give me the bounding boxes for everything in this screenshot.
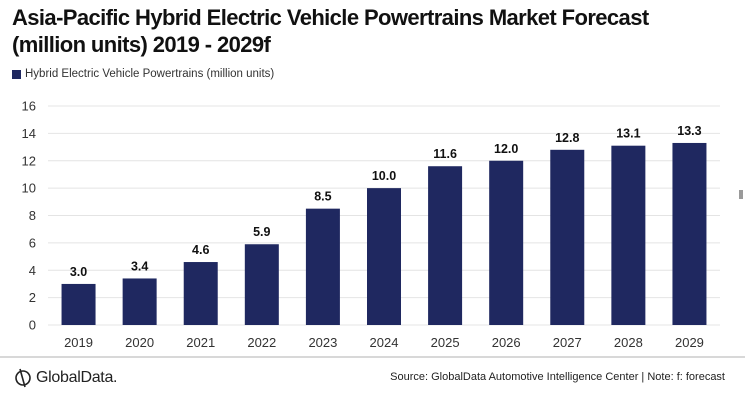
y-tick-label: 2 — [29, 290, 36, 305]
x-tick-label-2025: 2025 — [431, 335, 460, 350]
data-label-2019: 3.0 — [70, 265, 87, 279]
chart-title-line-1: Asia-Pacific Hybrid Electric Vehicle Pow… — [12, 5, 649, 30]
globaldata-logo-icon — [15, 368, 31, 388]
y-tick-label: 14 — [22, 126, 36, 141]
legend-label: Hybrid Electric Vehicle Powertrains (mil… — [25, 68, 275, 80]
data-label-2024: 10.0 — [372, 169, 396, 183]
x-axis-ticks: 2019 2020 2021 2022 2023 2024 2025 2026 2027 2028… — [64, 335, 704, 350]
data-labels: 3.0 3.4 4.6 5.9 8.5 10.0 11.6 12.0 12.8 13.1 13.3 — [70, 124, 702, 279]
bar-2028 — [611, 145, 646, 325]
legend: Hybrid Electric Vehicle Powertrains (mil… — [12, 68, 274, 80]
globaldata-logo: GlobalData. — [14, 368, 118, 388]
source-note: Source: GlobalData Automotive Intelligen… — [390, 371, 725, 383]
x-tick-label-2029: 2029 — [675, 335, 704, 350]
y-tick-label: 10 — [22, 181, 36, 196]
x-tick-label-2024: 2024 — [370, 335, 399, 350]
legend-swatch — [12, 69, 21, 79]
y-tick-label: 12 — [22, 153, 36, 168]
data-label-2027: 12.8 — [555, 131, 579, 145]
bar-2020 — [122, 278, 157, 325]
data-label-2028: 13.1 — [616, 127, 640, 141]
y-tick-label: 16 — [22, 99, 36, 114]
bar-2021 — [183, 262, 218, 325]
x-tick-label-2027: 2027 — [553, 335, 582, 350]
data-label-2022: 5.9 — [253, 225, 270, 239]
bar-2019 — [61, 283, 96, 325]
x-tick-label-2019: 2019 — [64, 335, 93, 350]
x-tick-label-2020: 2020 — [125, 335, 154, 350]
side-marker — [739, 190, 743, 199]
y-axis-ticks: 0 2 4 6 8 10 12 14 16 — [22, 99, 36, 333]
bar-2026 — [489, 160, 524, 325]
bar-2027 — [550, 149, 585, 325]
bars — [61, 142, 707, 325]
y-tick-label: 0 — [29, 318, 36, 333]
x-tick-label-2026: 2026 — [492, 335, 521, 350]
data-label-2029: 13.3 — [677, 124, 701, 138]
x-tick-label-2023: 2023 — [308, 335, 337, 350]
data-label-2023: 8.5 — [314, 190, 331, 204]
data-label-2021: 4.6 — [192, 243, 209, 257]
y-tick-label: 6 — [29, 235, 36, 250]
data-label-2025: 11.6 — [433, 147, 457, 161]
footer-divider — [0, 356, 745, 358]
y-tick-label: 8 — [29, 208, 36, 223]
chart-title: Asia-Pacific Hybrid Electric Vehicle Pow… — [12, 4, 732, 58]
x-tick-label-2021: 2021 — [186, 335, 215, 350]
x-tick-label-2028: 2028 — [614, 335, 643, 350]
bar-2029 — [672, 142, 707, 325]
data-label-2020: 3.4 — [131, 259, 148, 273]
y-tick-label: 4 — [29, 263, 36, 278]
x-tick-label-2022: 2022 — [247, 335, 276, 350]
chart-title-line-2: (million units) 2019 - 2029f — [12, 32, 271, 57]
data-label-2026: 12.0 — [494, 142, 518, 156]
bar-2024 — [367, 188, 401, 325]
bar-2022 — [244, 244, 279, 325]
logo-text: GlobalData. — [36, 369, 118, 386]
bar-2025 — [428, 166, 463, 325]
bar-2023 — [305, 208, 340, 325]
